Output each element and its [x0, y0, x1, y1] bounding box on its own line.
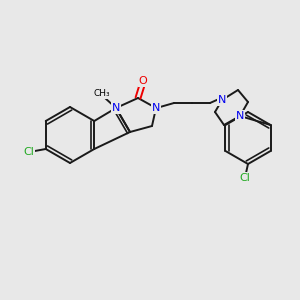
Text: Cl: Cl — [240, 173, 250, 183]
Text: Cl: Cl — [23, 147, 34, 157]
Text: N: N — [152, 103, 160, 113]
Text: N: N — [112, 103, 120, 113]
Text: O: O — [139, 76, 147, 86]
Text: N: N — [236, 111, 244, 121]
Text: N: N — [218, 95, 226, 105]
Text: CH₃: CH₃ — [94, 89, 110, 98]
